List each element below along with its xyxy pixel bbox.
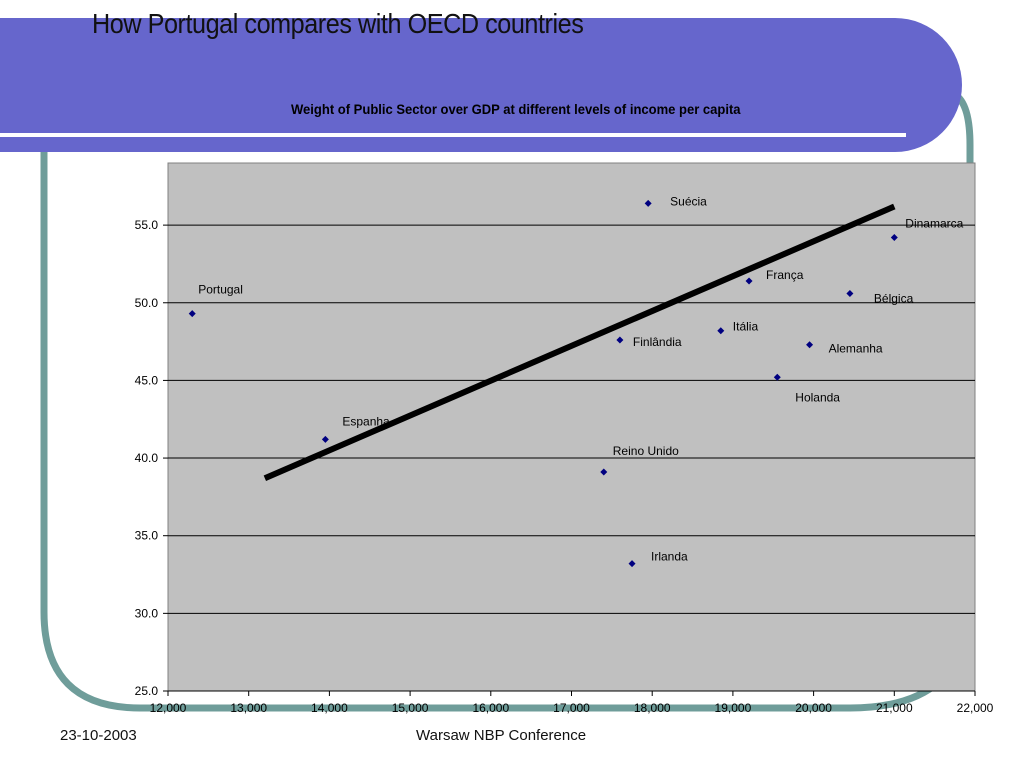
title-banner [0, 18, 962, 152]
y-tick-label: 25.0 [135, 684, 159, 698]
data-point [745, 277, 753, 285]
y-tick-label: 45.0 [135, 373, 159, 387]
y-tick-label: 40.0 [135, 451, 159, 465]
data-point [846, 289, 854, 297]
data-point [188, 310, 196, 318]
x-tick-label: 16,000 [472, 701, 509, 715]
data-point [616, 336, 624, 344]
data-label: Bélgica [874, 291, 914, 305]
plot-area [167, 162, 976, 692]
data-point [644, 199, 652, 207]
x-tick-label: 12,000 [150, 701, 187, 715]
x-tick-label: 18,000 [634, 701, 671, 715]
data-point [628, 560, 636, 568]
data-label: Espanha [342, 414, 390, 428]
data-point [321, 435, 329, 443]
data-label: Itália [733, 320, 759, 334]
chart-title: Weight of Public Sector over GDP at diff… [291, 101, 741, 117]
x-tick-label: 13,000 [230, 701, 267, 715]
data-point [600, 468, 608, 476]
y-tick-label: 55.0 [135, 218, 159, 232]
data-label: Irlanda [651, 550, 688, 564]
data-label: Portugal [198, 283, 243, 297]
y-tick-label: 35.0 [135, 529, 159, 543]
x-tick-label: 21,000 [876, 701, 913, 715]
footer-conference: Warsaw NBP Conference [416, 727, 587, 744]
data-point [890, 234, 898, 242]
trendline [263, 203, 896, 482]
data-point [773, 373, 781, 381]
data-point [806, 341, 814, 349]
data-label: Alemanha [829, 342, 883, 356]
x-tick-label: 19,000 [715, 701, 752, 715]
data-label: Holanda [795, 390, 840, 404]
data-label: Reino Unido [613, 444, 679, 458]
data-label: Finlândia [633, 335, 682, 349]
data-label: França [766, 268, 804, 282]
x-tick-label: 15,000 [392, 701, 429, 715]
data-label: Suécia [670, 194, 707, 208]
slide-frame [40, 88, 974, 712]
slide-title: How Portugal compares with OECD countrie… [92, 8, 584, 39]
y-tick-label: 50.0 [135, 296, 159, 310]
x-tick-label: 17,000 [553, 701, 590, 715]
y-tick-label: 30.0 [135, 606, 159, 620]
x-tick-label: 14,000 [311, 701, 348, 715]
x-tick-label: 22,000 [957, 701, 994, 715]
footer-date: 23-10-2003 [60, 727, 137, 744]
data-label: Dinamarca [905, 217, 963, 231]
banner-stripe [0, 133, 906, 137]
x-tick-label: 20,000 [795, 701, 832, 715]
data-point [717, 327, 725, 335]
